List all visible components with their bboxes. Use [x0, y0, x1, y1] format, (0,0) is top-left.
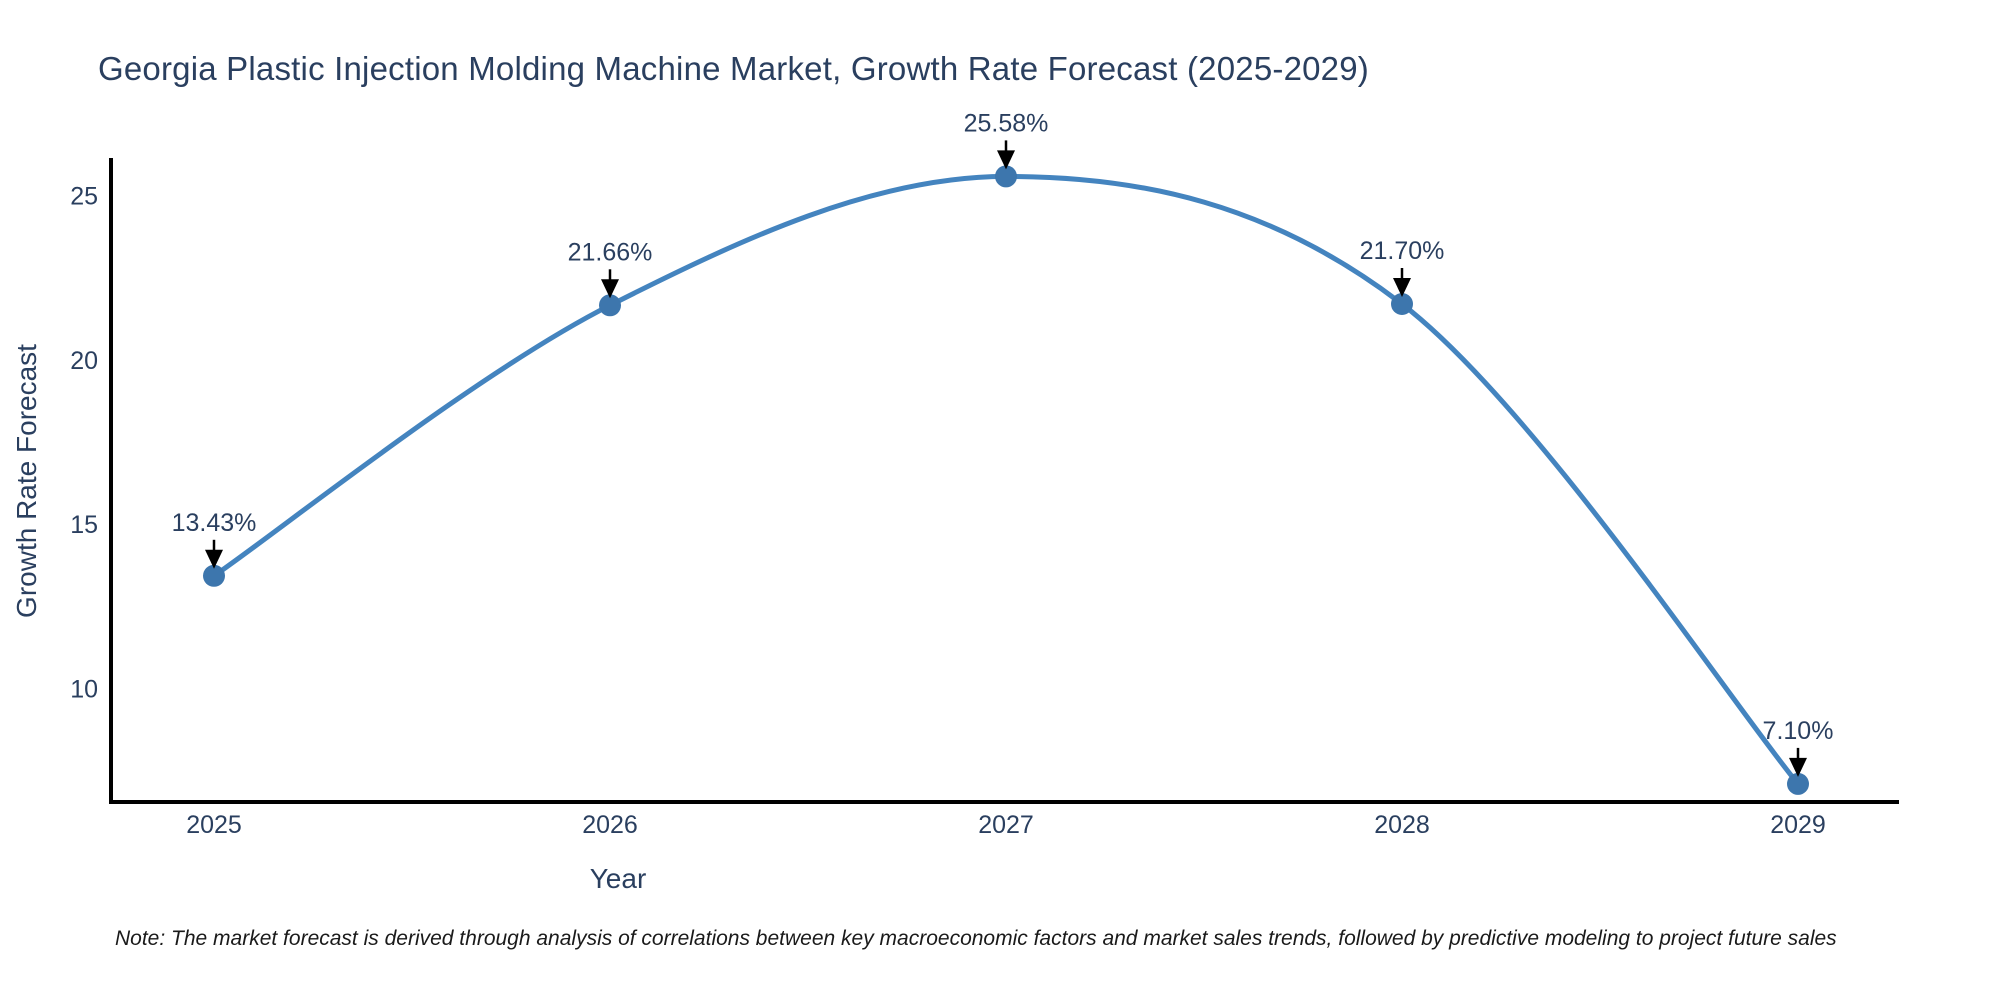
data-point-marker[interactable]: [995, 165, 1017, 188]
y-tick-label: 25: [70, 183, 98, 211]
y-axis-title: Growth Rate Forecast: [11, 344, 42, 618]
footnote: Note: The market forecast is derived thr…: [115, 927, 1837, 950]
annotation-label: 21.66%: [568, 238, 653, 266]
annotation-arrowhead: [1393, 278, 1411, 297]
x-tick-label: 2025: [186, 811, 242, 839]
annotation-arrowhead: [205, 549, 223, 569]
annotation-arrowhead: [1789, 757, 1807, 777]
forecast-line: [211, 173, 1801, 787]
data-point-marker[interactable]: [599, 294, 621, 317]
annotation-label: 21.70%: [1360, 237, 1445, 265]
y-tick-label: 10: [70, 676, 98, 704]
chart-title: Georgia Plastic Injection Molding Machin…: [98, 50, 1369, 87]
annotation-label: 25.58%: [964, 109, 1049, 137]
annotation-label: 7.10%: [1763, 717, 1834, 745]
data-point-marker[interactable]: [1391, 293, 1413, 315]
annotation-arrowhead: [601, 279, 619, 299]
data-point-marker[interactable]: [1787, 772, 1809, 795]
data-point-marker[interactable]: [203, 564, 225, 587]
x-tick-label: 2028: [1374, 811, 1430, 839]
y-tick-label: 15: [70, 511, 98, 539]
annotation-arrowhead: [997, 150, 1015, 170]
x-tick-label: 2026: [582, 811, 638, 839]
x-tick-label: 2027: [978, 811, 1034, 839]
y-tick-label: 20: [70, 347, 98, 375]
annotation-label: 13.43%: [172, 509, 257, 537]
x-axis-title: Year: [590, 863, 647, 894]
x-tick-label: 2029: [1770, 811, 1826, 839]
